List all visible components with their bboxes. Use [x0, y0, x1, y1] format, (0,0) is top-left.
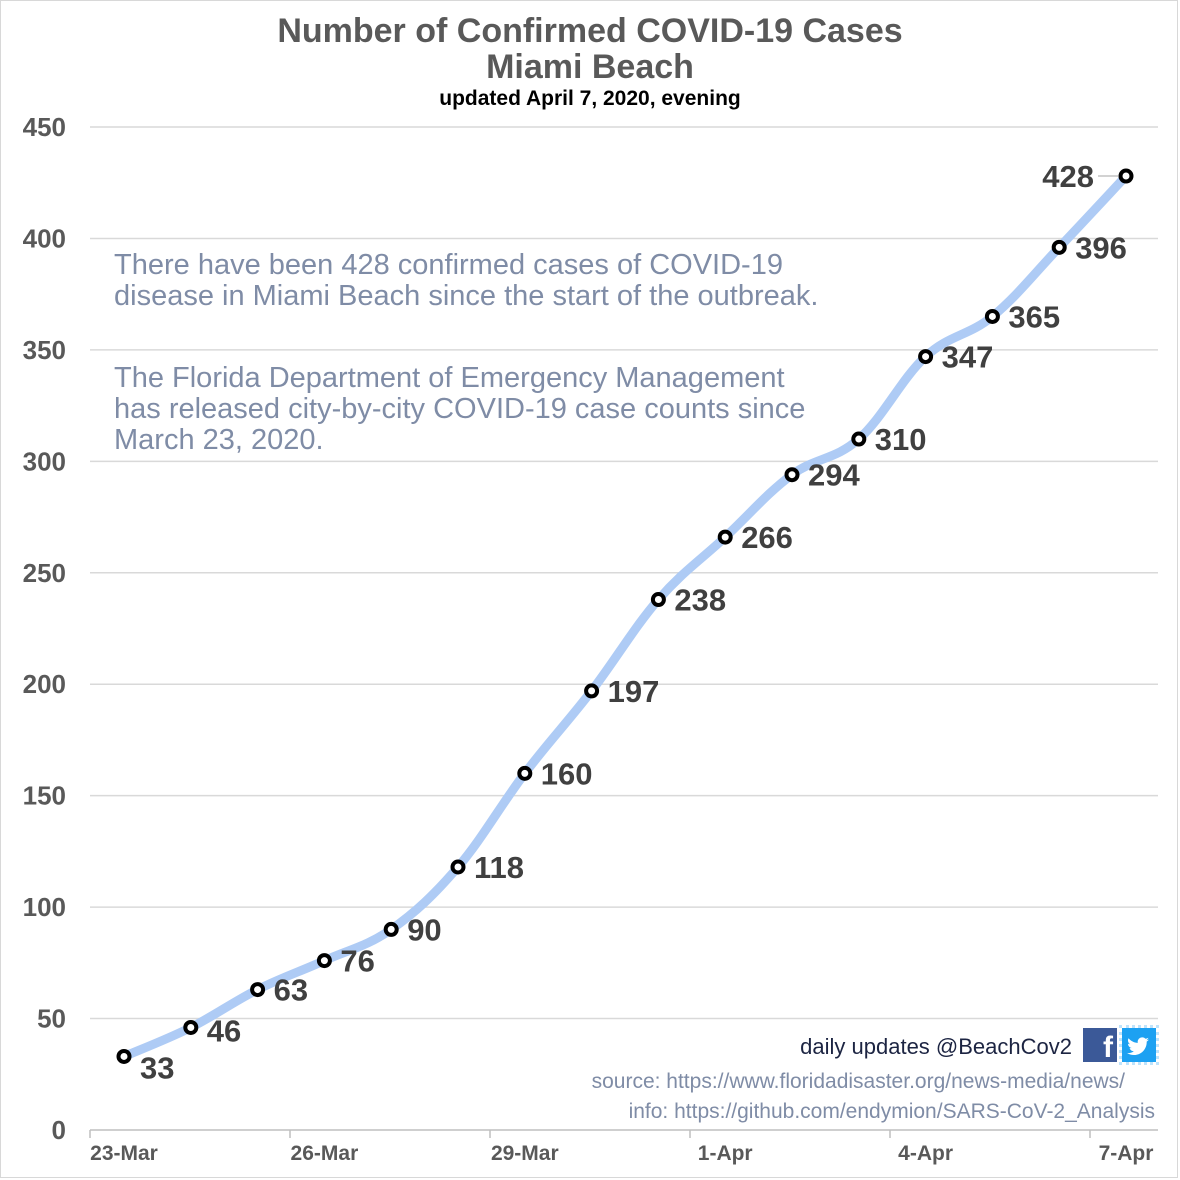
x-tick-label: 29-Mar — [491, 1142, 559, 1165]
data-point — [116, 1048, 132, 1064]
y-tick-label: 150 — [23, 781, 66, 811]
y-tick-label: 300 — [23, 446, 66, 476]
data-label: 197 — [608, 674, 660, 709]
data-label: 76 — [340, 944, 374, 979]
y-tick-label: 250 — [23, 558, 66, 588]
x-tick-label: 7-Apr — [1099, 1142, 1154, 1165]
facebook-icon[interactable]: f — [1083, 1028, 1117, 1062]
chart-title: Number of Confirmed COVID-19 Cases — [277, 12, 903, 50]
annotation-total: There have been 428 confirmed cases of C… — [114, 249, 819, 312]
x-tick-label: 26-Mar — [291, 1142, 359, 1165]
data-point — [984, 308, 1000, 324]
annotation-source-info: The Florida Department of Emergency Mana… — [114, 362, 806, 456]
data-label: 347 — [942, 340, 994, 375]
twitter-icon[interactable] — [1119, 1025, 1159, 1065]
y-tick-label: 450 — [23, 112, 66, 142]
data-point — [316, 953, 332, 969]
data-labels: 33 46 63 76 90 118 160 197 238 266 294 310 347 365 396… — [140, 159, 1127, 1085]
data-point — [250, 982, 266, 998]
data-point — [450, 859, 466, 875]
chart-subtitle: Miami Beach — [486, 48, 694, 86]
data-point — [1051, 239, 1067, 255]
data-label: 118 — [474, 850, 524, 885]
data-label: 365 — [1008, 299, 1060, 334]
x-tick-label: 23-Mar — [90, 1142, 158, 1165]
gridlines — [90, 126, 1158, 1131]
data-point — [650, 592, 666, 608]
data-point — [717, 529, 733, 545]
data-label: 238 — [674, 583, 726, 618]
data-label: 428 — [1042, 159, 1094, 194]
x-axis: 23-Mar 26-Mar 29-Mar 1-Apr 4-Apr 7-Apr — [89, 1130, 1154, 1165]
y-tick-label: 400 — [23, 223, 66, 253]
credit-text: daily updates @BeachCov2 — [800, 1034, 1072, 1059]
x-tick-label: 4-Apr — [898, 1142, 953, 1165]
data-point — [918, 349, 934, 365]
y-tick-label: 50 — [37, 1004, 66, 1034]
data-label: 33 — [140, 1050, 174, 1085]
data-point — [1118, 168, 1134, 184]
y-tick-label: 0 — [52, 1115, 66, 1145]
y-tick-label: 350 — [23, 335, 66, 365]
source-link[interactable]: source: https://www.floridadisaster.org/… — [591, 1070, 1125, 1093]
data-point — [517, 765, 533, 781]
data-point — [584, 683, 600, 699]
data-point — [383, 921, 399, 937]
data-label: 294 — [808, 458, 860, 493]
data-point — [183, 1019, 199, 1035]
data-label: 266 — [741, 520, 793, 555]
y-tick-label: 100 — [23, 892, 66, 922]
series-layer — [116, 168, 1134, 1064]
data-label: 90 — [407, 912, 441, 947]
info-link[interactable]: info: https://github.com/endymion/SARS-C… — [628, 1100, 1155, 1123]
x-tick-label: 1-Apr — [698, 1142, 753, 1165]
data-label: 46 — [207, 1013, 241, 1048]
data-point — [851, 431, 867, 447]
series-line — [119, 171, 1131, 1061]
data-point — [784, 467, 800, 483]
data-label: 396 — [1075, 230, 1127, 265]
data-label: 160 — [541, 756, 593, 791]
data-label: 310 — [875, 422, 927, 457]
y-axis: 0 50 100 150 200 250 300 350 400 450 — [23, 112, 66, 1145]
update-note: updated April 7, 2020, evening — [439, 87, 741, 110]
y-tick-label: 200 — [23, 669, 66, 699]
data-label: 63 — [274, 973, 308, 1008]
